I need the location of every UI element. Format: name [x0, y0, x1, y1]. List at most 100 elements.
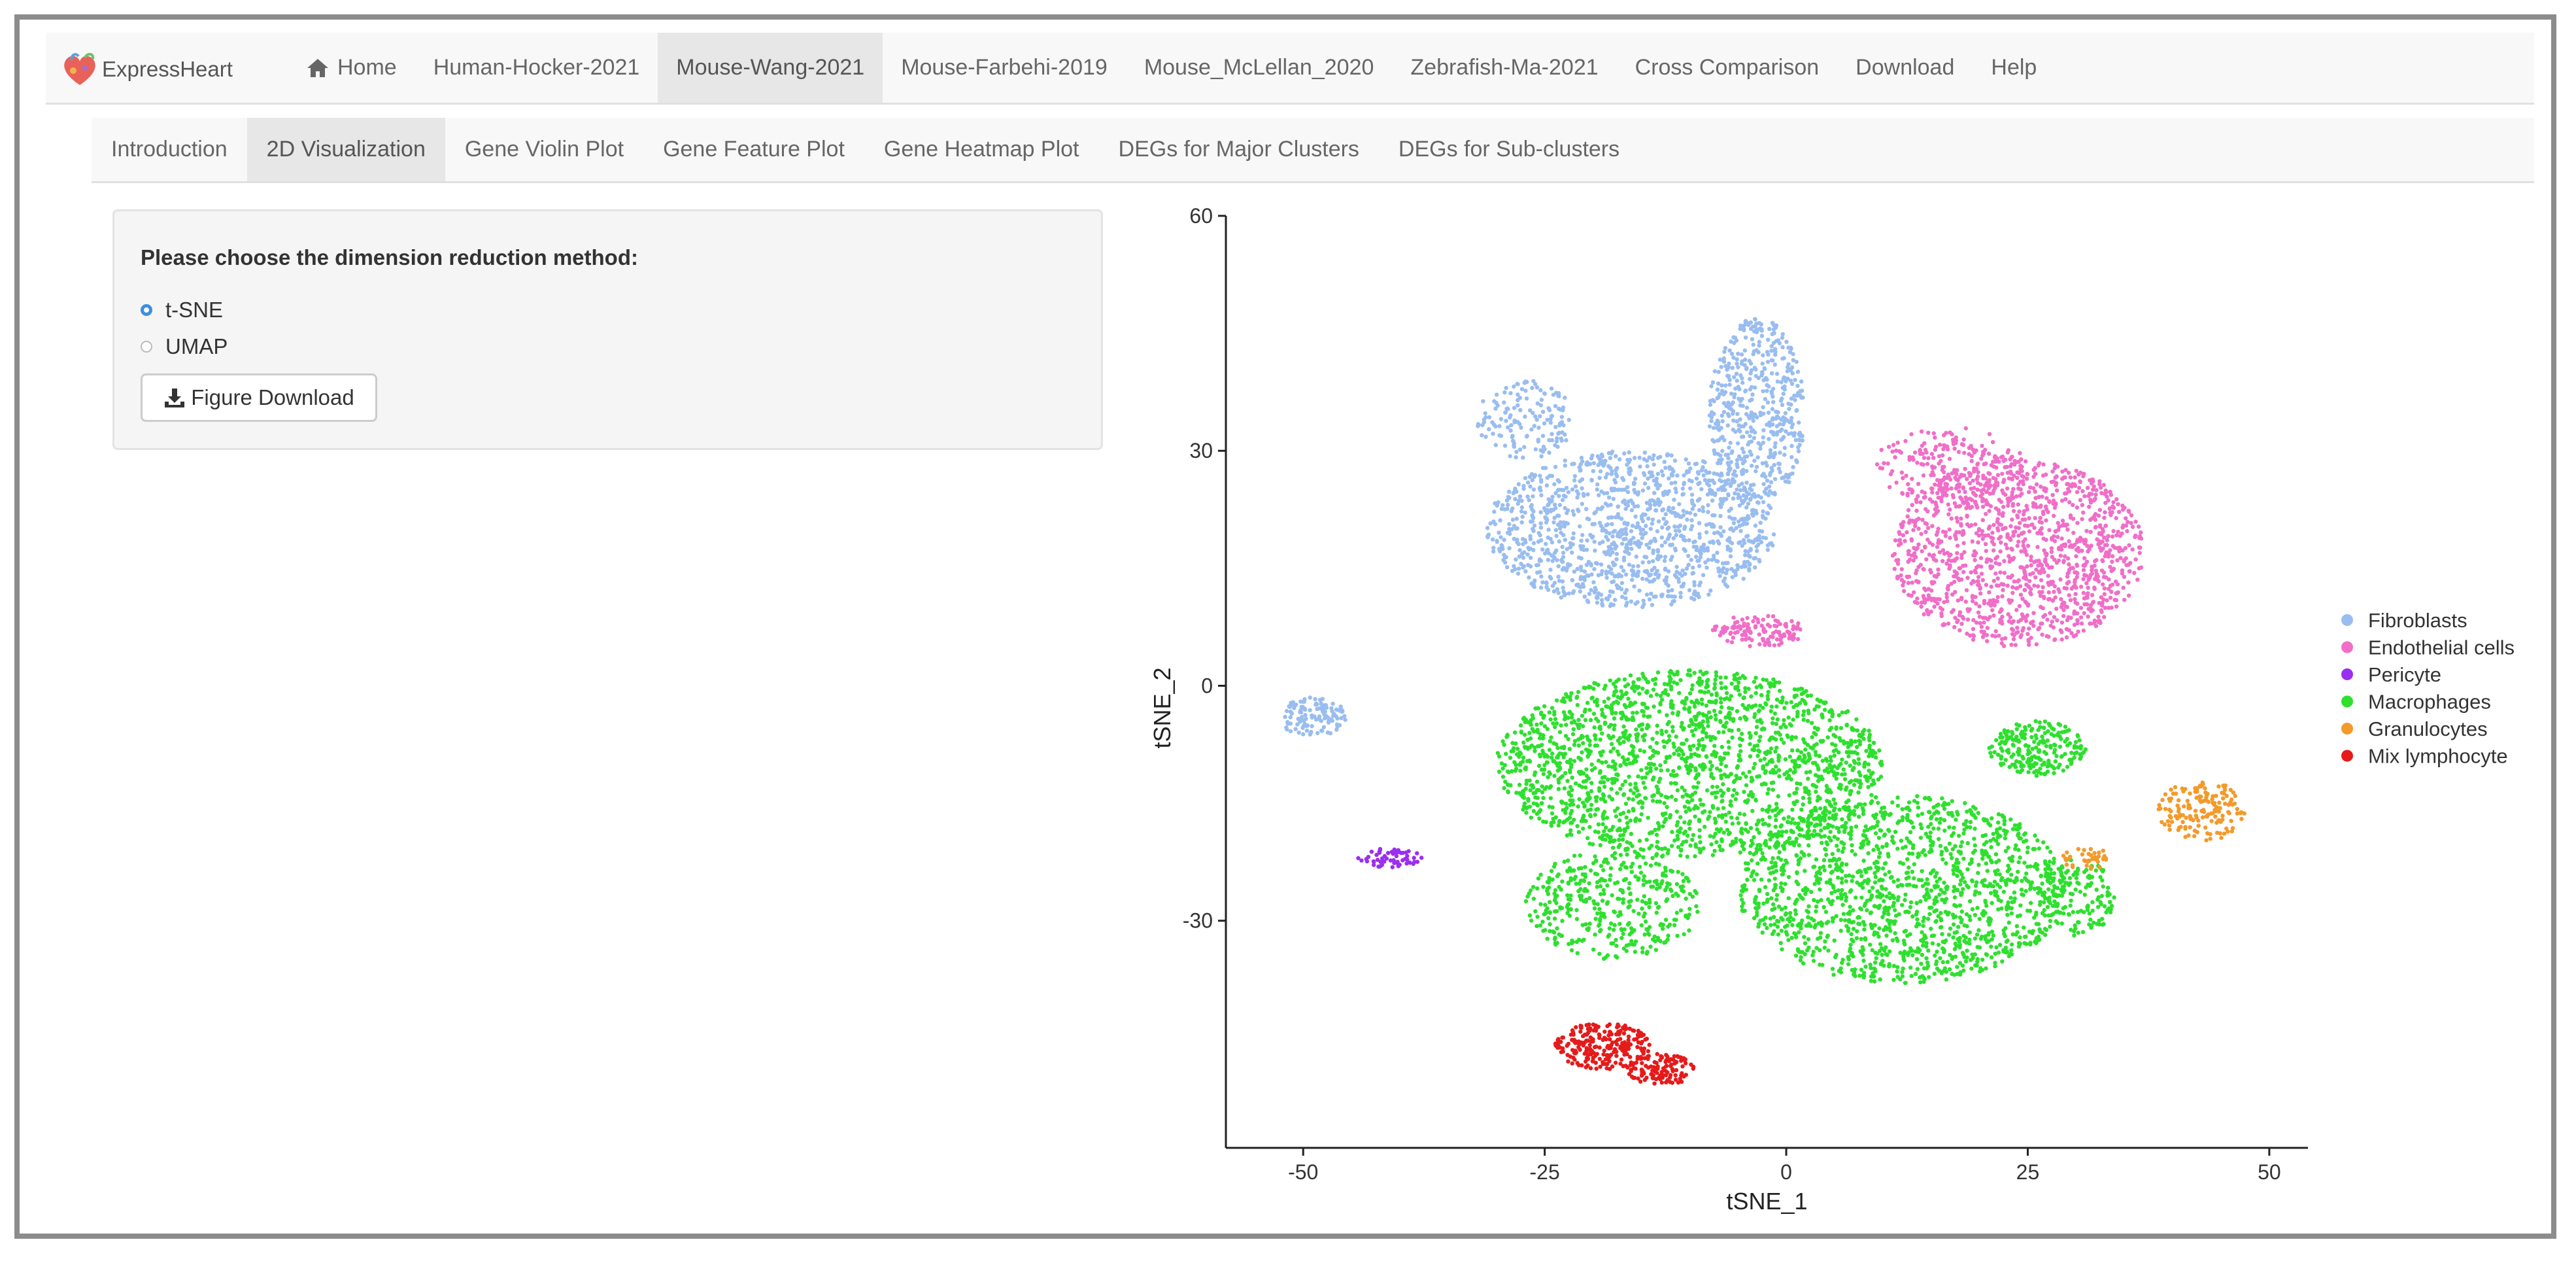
scatter-point [1577, 797, 1582, 802]
scatter-point [2096, 513, 2101, 518]
scatter-point [1628, 782, 1633, 787]
radio-umap-indicator[interactable] [141, 341, 152, 353]
tab-gene-feature-plot[interactable]: Gene Feature Plot [663, 137, 845, 162]
scatter-point [1709, 384, 1714, 389]
scatter-point [1521, 542, 1525, 547]
scatter-point [1317, 717, 1321, 721]
scatter-point [1713, 491, 1718, 496]
scatter-point [1716, 806, 1720, 811]
tab-2d-visualization[interactable]: 2D Visualization [246, 118, 445, 181]
scatter-point [1750, 337, 1755, 341]
scatter-point [1748, 547, 1753, 551]
scatter-point [2097, 482, 2102, 487]
scatter-point [1545, 508, 1550, 513]
scatter-point [2056, 558, 2061, 563]
scatter-point [2059, 620, 2065, 625]
scatter-point [1593, 812, 1597, 817]
nav-zebrafish-ma-2021[interactable]: Zebrafish-Ma-2021 [1410, 55, 1599, 80]
scatter-point [2020, 468, 2024, 474]
scatter-point [1391, 852, 1395, 856]
scatter-point [1882, 461, 1886, 466]
scatter-point [1626, 499, 1631, 504]
scatter-point [1774, 637, 1780, 642]
scatter-point [1688, 466, 1693, 471]
scatter-point [1584, 767, 1589, 772]
scatter-point [2018, 593, 2024, 597]
scatter-point [1604, 759, 1608, 765]
scatter-point [1559, 415, 1565, 419]
nav-help[interactable]: Help [1991, 55, 2037, 80]
scatter-point [1504, 386, 1508, 390]
tab-introduction[interactable]: Introduction [111, 137, 228, 162]
tab-gene-heatmap-plot[interactable]: Gene Heatmap Plot [883, 137, 1079, 162]
scatter-point [1626, 737, 1631, 742]
scatter-point [1922, 455, 1927, 460]
scatter-point [1585, 492, 1590, 497]
scatter-point [1703, 468, 1708, 474]
radio-tsne[interactable]: t-SNE [141, 298, 223, 322]
scatter-point [1868, 775, 1873, 780]
scatter-point [1653, 508, 1659, 513]
scatter-point [1744, 505, 1749, 510]
scatter-point [1733, 491, 1737, 496]
scatter-point [1796, 449, 1801, 454]
nav-mouse-farbehi-2019[interactable]: Mouse-Farbehi-2019 [901, 55, 1108, 80]
scatter-point [1597, 456, 1602, 461]
scatter-point [1659, 729, 1664, 733]
scatter-point [1523, 569, 1528, 574]
scatter-point [1722, 438, 1727, 443]
scatter-point [1636, 490, 1641, 494]
scatter-point [2041, 567, 2045, 572]
nav-human-hocker-2021[interactable]: Human-Hocker-2021 [433, 55, 640, 80]
scatter-point [1947, 527, 1952, 532]
scatter-point [1738, 326, 1742, 331]
scatter-point [1596, 462, 1601, 468]
tab-degs-sub-clusters[interactable]: DEGs for Sub-clusters [1398, 137, 1620, 162]
scatter-point [2005, 532, 2010, 537]
scatter-point [1701, 748, 1706, 752]
scatter-point [1949, 486, 1954, 491]
nav-mouse-wang-2021[interactable]: Mouse-Wang-2021 [658, 33, 883, 103]
scatter-point [1998, 549, 2003, 554]
scatter-point [1918, 449, 1922, 454]
tab-gene-violin-plot[interactable]: Gene Violin Plot [464, 137, 624, 162]
scatter-point [2067, 628, 2071, 632]
scatter-point [1745, 615, 1750, 621]
scatter-point [1652, 499, 1656, 504]
scatter-point [1752, 436, 1757, 440]
tab-degs-major-clusters[interactable]: DEGs for Major Clusters [1118, 137, 1359, 162]
scatter-point [1953, 615, 1957, 620]
radio-tsne-indicator[interactable] [141, 304, 152, 316]
scatter-point [2101, 575, 2107, 579]
figure-download-button[interactable]: Figure Download [141, 373, 377, 422]
nav-download[interactable]: Download [1856, 55, 1955, 80]
scatter-point [2107, 606, 2111, 610]
scatter-point [1782, 740, 1786, 745]
scatter-point [1773, 618, 1778, 623]
scatter-point [1910, 580, 1914, 585]
scatter-point [1765, 360, 1771, 364]
scatter-point [2016, 486, 2021, 491]
radio-umap[interactable]: UMAP [141, 334, 228, 359]
scatter-point [1656, 519, 1661, 524]
brand[interactable]: ExpressHeart [59, 44, 233, 94]
scatter-point [1774, 339, 1779, 343]
scatter-point [1735, 441, 1740, 446]
scatter-point [1725, 584, 1730, 589]
scatter-point [1967, 481, 1972, 485]
scatter-point [1783, 417, 1788, 421]
scatter-point [1646, 816, 1650, 820]
scatter-point [1721, 356, 1726, 361]
scatter-point [2041, 536, 2046, 541]
nav-mouse-mclellan-2020[interactable]: Mouse_McLellan_2020 [1144, 55, 1374, 80]
scatter-point [1565, 806, 1569, 810]
scatter-point [1580, 502, 1584, 506]
nav-cross-comparison[interactable]: Cross Comparison [1635, 55, 1820, 80]
scatter-point [1720, 434, 1725, 440]
scatter-point [2039, 578, 2044, 583]
scatter-point [2005, 583, 2010, 588]
scatter-point [2093, 492, 2098, 497]
scatter-point [1985, 557, 1990, 562]
nav-home[interactable]: Home [288, 33, 415, 103]
scatter-point [2046, 574, 2050, 578]
